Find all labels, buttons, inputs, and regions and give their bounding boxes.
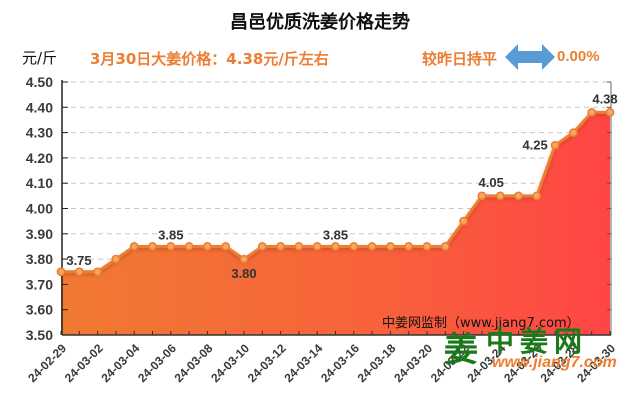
- data-point: [605, 107, 615, 117]
- data-point: [349, 242, 359, 251]
- y-tick-label: 3.50: [26, 327, 53, 343]
- ginger-logo-icon: 姜: [444, 330, 478, 370]
- y-tick-label: 4.10: [26, 175, 53, 191]
- x-tick-label: 24-03-04: [98, 341, 142, 385]
- data-point: [74, 267, 84, 277]
- data-labels: 3.75 3.85 3.80 3.85 4.05 4.25 4.38: [66, 91, 617, 281]
- data-label: 3.85: [158, 227, 183, 242]
- data-point: [166, 242, 176, 251]
- data-point: [294, 242, 304, 251]
- y-tick-label: 4.30: [26, 125, 53, 141]
- data-point: [111, 254, 121, 264]
- axes: [60, 80, 612, 336]
- y-tick-label: 4.50: [26, 74, 53, 90]
- x-tick-label: 24-03-10: [208, 341, 252, 385]
- x-tick-label: 24-03-18: [355, 341, 399, 385]
- data-point: [202, 242, 212, 251]
- data-point: [257, 242, 267, 251]
- data-point: [221, 242, 231, 251]
- change-percent: 0.00%: [557, 48, 600, 65]
- double-arrow-left-right-icon: [505, 44, 555, 70]
- data-point: [422, 242, 432, 251]
- data-point: [239, 254, 249, 264]
- x-tick-label: 24-03-14: [281, 341, 325, 385]
- data-point: [569, 128, 578, 137]
- source-credit: 中姜网监制（www.jiang7.com）: [382, 316, 580, 331]
- data-label: 3.85: [323, 227, 348, 242]
- x-tick-label: 24-03-06: [135, 341, 179, 385]
- logo-url: www.jiang7.com: [492, 354, 617, 371]
- y-axis-tick-labels: 4.50 4.40 4.30 4.20 4.10 4.00 3.90 3.80 3.70 3.60…: [26, 74, 53, 343]
- data-point: [56, 267, 66, 277]
- data-point: [129, 242, 139, 251]
- data-point: [312, 242, 322, 251]
- chart-title: 昌邑优质洗姜价格走势: [230, 12, 410, 33]
- price-area-fill: [61, 112, 610, 335]
- data-point: [367, 242, 377, 251]
- compare-label: 较昨日持平: [422, 50, 498, 68]
- y-tick-label: 4.00: [26, 201, 53, 217]
- data-points: [56, 107, 615, 277]
- y-tick-label: 4.20: [26, 150, 53, 166]
- x-tick-label: 24-03-12: [245, 341, 289, 385]
- data-point: [184, 242, 194, 251]
- y-tick-label: 3.80: [26, 251, 53, 267]
- data-point: [532, 191, 542, 201]
- x-tick-label: 24-03-20: [391, 341, 435, 385]
- y-axis-unit-label: 元/斤: [22, 49, 58, 67]
- data-point: [459, 216, 468, 226]
- data-point: [331, 242, 340, 251]
- data-label: 3.80: [231, 266, 256, 281]
- x-tick-label: 24-03-02: [62, 341, 106, 385]
- data-label: 3.75: [66, 253, 91, 268]
- x-tick-label: 24-03-08: [172, 341, 216, 385]
- y-tick-label: 3.90: [26, 226, 53, 242]
- data-label: 4.38: [592, 91, 617, 106]
- x-tick-label: 24-03-16: [318, 341, 362, 385]
- data-point: [385, 242, 395, 251]
- data-point: [404, 242, 414, 251]
- data-point: [550, 140, 560, 150]
- data-label: 4.05: [479, 175, 504, 190]
- data-point: [440, 242, 450, 251]
- data-point: [276, 242, 285, 251]
- data-label: 4.25: [522, 137, 547, 152]
- data-point: [587, 107, 597, 117]
- data-point: [514, 191, 523, 201]
- y-tick-label: 3.60: [26, 302, 53, 318]
- data-point: [495, 191, 505, 201]
- price-headline: 3月30日大姜价格：4.38元/斤左右: [90, 50, 329, 68]
- site-logo: 姜 中姜网 www.jiang7.com: [444, 320, 624, 380]
- x-tick-label: 24-02-29: [25, 341, 69, 385]
- logo-text: 中姜网: [486, 325, 589, 358]
- y-tick-label: 4.40: [26, 99, 53, 115]
- data-point: [148, 242, 157, 251]
- data-point: [93, 267, 102, 277]
- data-point: [477, 191, 487, 201]
- y-tick-label: 3.70: [26, 276, 53, 292]
